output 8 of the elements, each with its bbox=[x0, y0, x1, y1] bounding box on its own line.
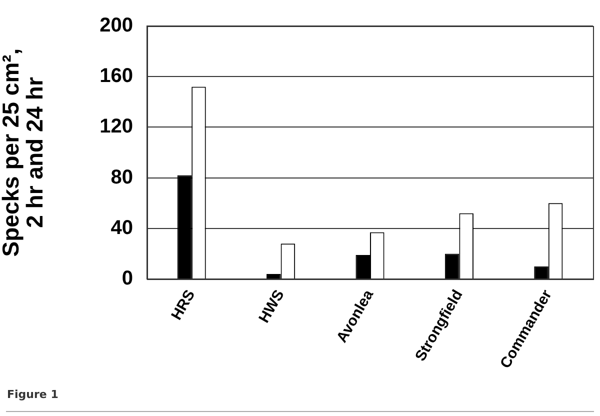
y-tick-label: 120 bbox=[100, 116, 133, 138]
y-tick-label: 80 bbox=[110, 166, 133, 188]
y-axis-title: Specks per 25 cm², 2 hr and 24 hr bbox=[0, 48, 48, 257]
y-tick-label: 200 bbox=[100, 14, 133, 37]
y-tick-label: 0 bbox=[122, 268, 133, 290]
caption: Figure 1 bbox=[7, 388, 58, 401]
y-tick-label: 40 bbox=[110, 216, 133, 239]
y-tick-label: 160 bbox=[100, 65, 133, 88]
